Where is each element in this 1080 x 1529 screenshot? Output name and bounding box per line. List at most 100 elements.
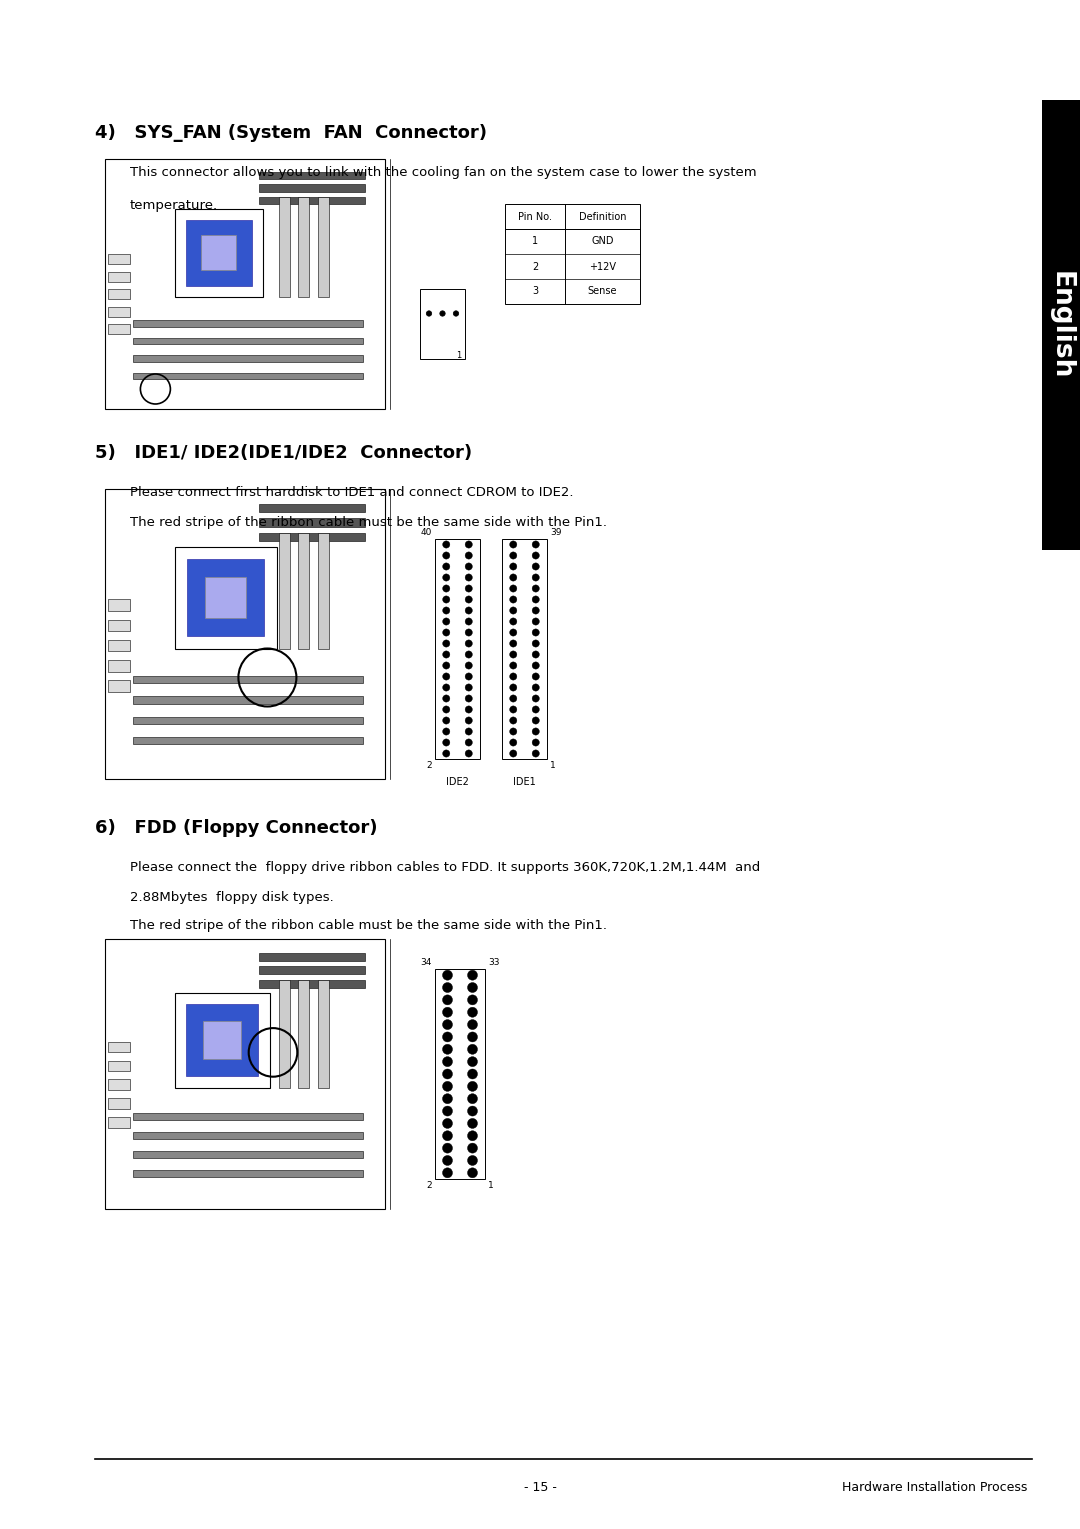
Bar (259, 532, 365, 541)
Bar (279, 980, 289, 1087)
Circle shape (510, 596, 517, 602)
Circle shape (443, 1131, 453, 1141)
Bar (259, 197, 365, 203)
Text: 2: 2 (427, 1180, 432, 1190)
Bar (108, 599, 131, 610)
Circle shape (532, 651, 539, 657)
Circle shape (532, 563, 539, 570)
Circle shape (510, 673, 517, 680)
Bar (108, 661, 131, 671)
Circle shape (465, 651, 472, 657)
Bar (420, 289, 465, 359)
Circle shape (510, 749, 517, 757)
Circle shape (532, 728, 539, 735)
Circle shape (468, 1118, 477, 1128)
Circle shape (443, 1144, 453, 1153)
Circle shape (510, 541, 517, 547)
Text: Please connect the  floppy drive ribbon cables to FDD. It supports 360K,720K,1.2: Please connect the floppy drive ribbon c… (130, 861, 760, 875)
Circle shape (468, 1008, 477, 1017)
Bar (259, 980, 365, 988)
Circle shape (443, 552, 450, 560)
Circle shape (443, 573, 450, 581)
Text: 5)   IDE1/ IDE2(IDE1/IDE2  Connector): 5) IDE1/ IDE2(IDE1/IDE2 Connector) (95, 443, 472, 462)
Bar (175, 209, 262, 297)
Circle shape (510, 573, 517, 581)
Bar (133, 737, 363, 745)
Circle shape (465, 728, 472, 735)
Text: 2: 2 (427, 761, 432, 771)
Bar (259, 171, 365, 179)
Circle shape (532, 596, 539, 602)
Circle shape (443, 971, 453, 980)
Text: 4)   SYS_FAN (System  FAN  Connector): 4) SYS_FAN (System FAN Connector) (95, 124, 487, 142)
Bar (259, 966, 365, 974)
Bar (1042, 99, 1080, 550)
Circle shape (532, 706, 539, 713)
Bar (133, 1113, 363, 1119)
Circle shape (468, 983, 477, 992)
Circle shape (532, 541, 539, 547)
Bar (108, 1118, 131, 1128)
Circle shape (532, 662, 539, 670)
Circle shape (465, 749, 472, 757)
Circle shape (510, 706, 517, 713)
Text: 39: 39 (550, 528, 562, 537)
Text: temperature.: temperature. (130, 199, 218, 213)
Circle shape (510, 607, 517, 615)
Circle shape (443, 728, 450, 735)
Circle shape (443, 1093, 453, 1104)
Bar (105, 159, 384, 408)
Bar (279, 197, 289, 297)
Text: Please connect first harddisk to IDE1 and connect CDROM to IDE2.: Please connect first harddisk to IDE1 an… (130, 486, 573, 498)
Circle shape (532, 628, 539, 636)
Circle shape (532, 673, 539, 680)
Bar (133, 676, 363, 683)
Text: Sense: Sense (588, 286, 618, 297)
Circle shape (532, 683, 539, 691)
Bar (108, 619, 131, 631)
Bar (298, 197, 309, 297)
Circle shape (468, 1057, 477, 1067)
Circle shape (465, 706, 472, 713)
Circle shape (443, 1069, 453, 1079)
Bar (505, 203, 640, 304)
Circle shape (465, 563, 472, 570)
Circle shape (443, 651, 450, 657)
Circle shape (510, 563, 517, 570)
Circle shape (510, 662, 517, 670)
Circle shape (468, 1131, 477, 1141)
Circle shape (465, 662, 472, 670)
Bar (105, 939, 384, 1209)
Bar (108, 254, 131, 265)
Circle shape (532, 607, 539, 615)
Bar (259, 503, 365, 512)
Circle shape (532, 739, 539, 746)
Circle shape (443, 1032, 453, 1041)
Text: Pin No.: Pin No. (518, 211, 552, 222)
Circle shape (443, 641, 450, 647)
Bar (133, 717, 363, 723)
Circle shape (443, 596, 450, 602)
Circle shape (510, 628, 517, 636)
Circle shape (510, 717, 517, 725)
Circle shape (465, 586, 472, 592)
Circle shape (468, 1032, 477, 1041)
Circle shape (443, 1081, 453, 1092)
Circle shape (443, 673, 450, 680)
Circle shape (465, 683, 472, 691)
Circle shape (510, 683, 517, 691)
Bar (259, 518, 365, 526)
Circle shape (468, 1081, 477, 1092)
Circle shape (443, 1118, 453, 1128)
Circle shape (443, 1156, 453, 1165)
Text: The red stripe of the ribbon cable must be the same side with the Pin1.: The red stripe of the ribbon cable must … (130, 515, 607, 529)
Text: +12V: +12V (589, 261, 616, 272)
Text: 3: 3 (532, 286, 538, 297)
Circle shape (454, 310, 459, 317)
Bar (133, 338, 363, 344)
Text: - 15 -: - 15 - (524, 1482, 556, 1494)
Circle shape (443, 563, 450, 570)
Text: 1: 1 (456, 352, 461, 359)
Bar (108, 1079, 131, 1090)
Text: This connector allows you to link with the cooling fan on the system case to low: This connector allows you to link with t… (130, 167, 757, 179)
